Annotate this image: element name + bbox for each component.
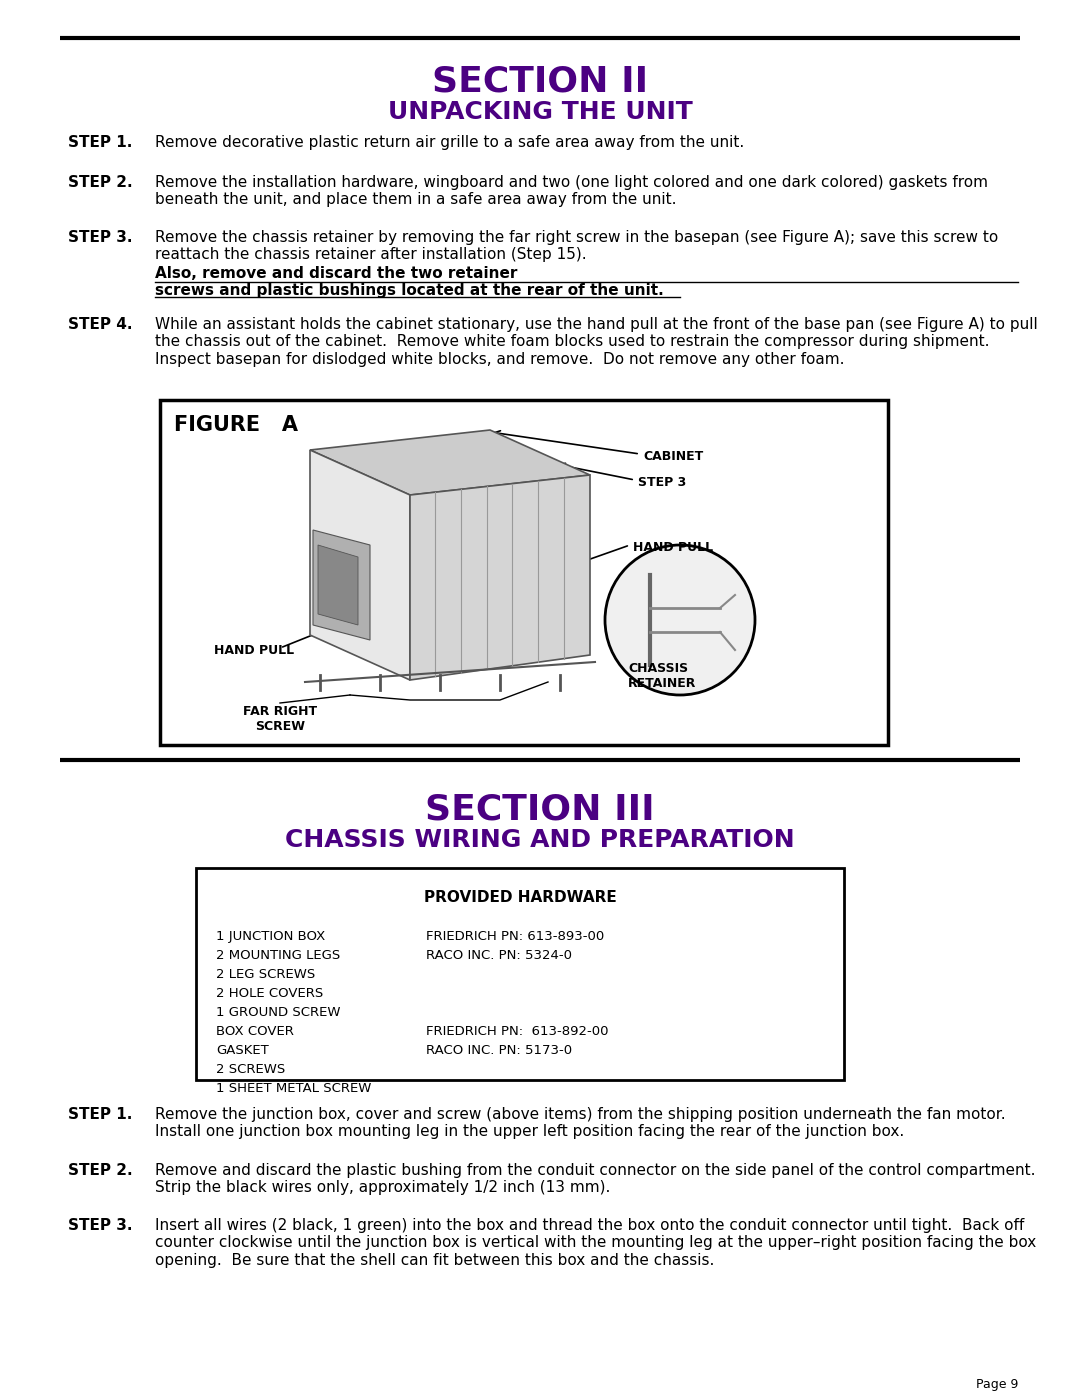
Text: Insert all wires (2 black, 1 green) into the box and thread the box onto the con: Insert all wires (2 black, 1 green) into… <box>156 1218 1036 1268</box>
Text: 1 JUNCTION BOX: 1 JUNCTION BOX <box>216 930 325 943</box>
Text: 2 HOLE COVERS: 2 HOLE COVERS <box>216 988 323 1000</box>
Circle shape <box>605 545 755 694</box>
Text: Also, remove and discard the two retainer
screws and plastic bushings located at: Also, remove and discard the two retaine… <box>156 265 664 299</box>
Text: Remove and discard the plastic bushing from the conduit connector on the side pa: Remove and discard the plastic bushing f… <box>156 1162 1036 1196</box>
Text: 2 MOUNTING LEGS: 2 MOUNTING LEGS <box>216 949 340 963</box>
Text: 2 SCREWS: 2 SCREWS <box>216 1063 285 1076</box>
Polygon shape <box>313 529 370 640</box>
Text: BOX COVER: BOX COVER <box>216 1025 294 1038</box>
Bar <box>195 868 843 1080</box>
Text: STEP 3: STEP 3 <box>638 476 686 489</box>
Text: Remove the installation hardware, wingboard and two (one light colored and one d: Remove the installation hardware, wingbo… <box>156 175 988 207</box>
Text: Remove decorative plastic return air grille to a safe area away from the unit.: Remove decorative plastic return air gri… <box>156 136 744 149</box>
Text: 1 GROUND SCREW: 1 GROUND SCREW <box>216 1006 340 1018</box>
Text: RACO INC. PN: 5324-0: RACO INC. PN: 5324-0 <box>426 949 572 963</box>
Text: RACO INC. PN: 5173-0: RACO INC. PN: 5173-0 <box>426 1044 572 1058</box>
Polygon shape <box>310 450 410 680</box>
Text: 2 LEG SCREWS: 2 LEG SCREWS <box>216 968 315 981</box>
Text: STEP 2.: STEP 2. <box>68 175 133 190</box>
Text: While an assistant holds the cabinet stationary, use the hand pull at the front : While an assistant holds the cabinet sta… <box>156 317 1038 367</box>
Text: CHASSIS
RETAINER: CHASSIS RETAINER <box>627 662 697 690</box>
Text: Remove the junction box, cover and screw (above items) from the shipping positio: Remove the junction box, cover and screw… <box>156 1106 1005 1140</box>
Text: UNPACKING THE UNIT: UNPACKING THE UNIT <box>388 101 692 124</box>
Polygon shape <box>318 545 357 624</box>
Text: SECTION III: SECTION III <box>426 793 654 827</box>
Text: STEP 3.: STEP 3. <box>68 231 133 244</box>
Text: STEP 1.: STEP 1. <box>68 136 133 149</box>
Text: FIGURE   A: FIGURE A <box>174 415 298 434</box>
Text: Page 9: Page 9 <box>975 1377 1018 1391</box>
Text: PROVIDED HARDWARE: PROVIDED HARDWARE <box>423 890 617 905</box>
Text: HAND PULL: HAND PULL <box>214 644 294 657</box>
Text: STEP 3.: STEP 3. <box>68 1218 133 1234</box>
Polygon shape <box>310 430 590 495</box>
Text: FRIEDRICH PN: 613-893-00: FRIEDRICH PN: 613-893-00 <box>426 930 604 943</box>
Text: GASKET: GASKET <box>216 1044 269 1058</box>
Text: Remove the chassis retainer by removing the far right screw in the basepan (see : Remove the chassis retainer by removing … <box>156 231 998 263</box>
Text: FRIEDRICH PN:  613-892-00: FRIEDRICH PN: 613-892-00 <box>426 1025 608 1038</box>
Bar <box>160 400 888 745</box>
Text: STEP 2.: STEP 2. <box>68 1162 133 1178</box>
Text: SECTION II: SECTION II <box>432 66 648 99</box>
Text: STEP 1.: STEP 1. <box>68 1106 133 1122</box>
Text: CHASSIS WIRING AND PREPARATION: CHASSIS WIRING AND PREPARATION <box>285 828 795 852</box>
Text: CABINET: CABINET <box>643 450 703 462</box>
Text: 1 SHEET METAL SCREW: 1 SHEET METAL SCREW <box>216 1083 372 1095</box>
Text: FAR RIGHT
SCREW: FAR RIGHT SCREW <box>243 705 318 733</box>
Text: STEP 4.: STEP 4. <box>68 317 133 332</box>
Text: HAND PULL: HAND PULL <box>633 541 713 555</box>
Polygon shape <box>410 475 590 680</box>
